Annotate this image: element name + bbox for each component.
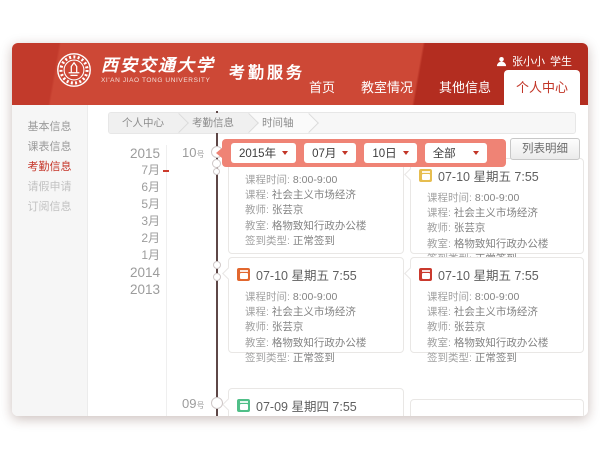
day-marker-10: 10号 <box>182 145 205 160</box>
chevron-down-icon <box>472 151 479 155</box>
user-name: 张小小 <box>512 56 545 68</box>
app-header: 西安交通大学 XI'AN JIAO TONG UNIVERSITY 考勤服务 张… <box>12 43 588 105</box>
card-detail: 教室: 格物致知行政办公楼 <box>427 237 549 250</box>
attendance-type-icon <box>419 268 432 281</box>
type-dropdown[interactable]: 全部 <box>424 143 487 163</box>
sidebar: 基本信息 课表信息 考勤信息 请假申请 订阅信息 <box>12 105 88 416</box>
attendance-type-icon <box>237 268 250 281</box>
card-detail: 教师: 张芸京 <box>427 321 486 334</box>
person-icon <box>496 56 507 66</box>
brand: 西安交通大学 XI'AN JIAO TONG UNIVERSITY 考勤服务 <box>56 52 305 88</box>
timeline-month-jun[interactable]: 6月 <box>141 180 160 194</box>
chevron-down-icon <box>342 151 349 155</box>
card-detail: 课程时间: 8:00-9:00 <box>245 174 338 186</box>
app-window: 西安交通大学 XI'AN JIAO TONG UNIVERSITY 考勤服务 张… <box>12 43 588 416</box>
attendance-card[interactable]: 07-10 星期五 7:55 课程时间: 8:00-9:00 课程: 社会主义市场经… <box>404 257 584 364</box>
card-detail: 教师: 张芸京 <box>427 222 486 235</box>
timeline-month-jan[interactable]: 1月 <box>141 248 160 262</box>
timeline-node <box>213 273 221 281</box>
user-info[interactable]: 张小小 学生 <box>496 53 572 69</box>
card-detail: 课程: 社会主义市场经济 <box>245 306 356 319</box>
chevron-down-icon <box>282 151 289 155</box>
attendance-card[interactable]: 课程时间: 8:00-9:00 课程: 社会主义市场经济 教师: 张芸京 教室: 格物致… <box>228 158 404 254</box>
day-marker-09: 09号 <box>182 396 205 411</box>
year-dropdown[interactable]: 2015年 <box>231 143 297 163</box>
timeline-node <box>211 397 223 409</box>
university-name-cn: 西安交通大学 <box>101 55 215 76</box>
filter-bar: 2015年 07月 10日 全部 <box>216 139 506 167</box>
attendance-type-icon <box>237 399 250 412</box>
timeline-node <box>212 159 221 168</box>
card-detail: 教室: 格物致知行政办公楼 <box>427 336 549 349</box>
attendance-card[interactable] <box>410 399 584 416</box>
attendance-card[interactable]: 07-10 星期五 7:55 课程时间: 8:00-9:00 课程: 社会主义市场经… <box>404 158 584 265</box>
active-month-tick <box>163 170 169 172</box>
card-detail: 课程: 社会主义市场经济 <box>427 306 538 319</box>
card-title: 07-10 星期五 7:55 <box>411 258 583 286</box>
timeline-year-2013[interactable]: 2013 <box>129 282 160 297</box>
sidebar-item-leave-request[interactable]: 请假申请 <box>27 181 72 193</box>
nav-item-home[interactable]: 首页 <box>308 80 335 95</box>
card-title: 07-10 星期五 7:55 <box>411 159 583 187</box>
attendance-card[interactable]: 07-10 星期五 7:55 课程时间: 8:00-9:00 课程: 社会主义市场经… <box>222 257 404 364</box>
breadcrumb-timeline[interactable]: 时间轴 <box>249 113 309 133</box>
card-title: 07-09 星期四 7:55 <box>229 389 403 416</box>
card-detail: 教师: 张芸京 <box>245 321 304 334</box>
card-detail: 课程时间: 8:00-9:00 <box>245 291 338 303</box>
timeline-node <box>213 168 220 175</box>
timeline-divider <box>166 145 167 416</box>
timeline-year-2014[interactable]: 2014 <box>129 265 160 280</box>
card-detail: 课程: 社会主义市场经济 <box>427 207 538 220</box>
card-title: 07-10 星期五 7:55 <box>229 258 403 286</box>
timeline-month-mar[interactable]: 3月 <box>141 214 160 228</box>
timeline-month-jul[interactable]: 7月 <box>88 162 169 179</box>
month-dropdown[interactable]: 07月 <box>304 143 357 163</box>
attendance-card[interactable]: 07-09 星期四 7:55 <box>222 388 404 416</box>
sidebar-item-attendance-info[interactable]: 考勤信息 <box>27 161 72 173</box>
sidebar-item-basic-info[interactable]: 基本信息 <box>27 121 72 133</box>
sidebar-item-subscription-info[interactable]: 订阅信息 <box>27 201 72 213</box>
university-name: 西安交通大学 XI'AN JIAO TONG UNIVERSITY <box>101 55 215 84</box>
card-detail: 课程: 社会主义市场经济 <box>245 189 356 202</box>
card-detail: 课程时间: 8:00-9:00 <box>427 291 520 303</box>
university-name-en: XI'AN JIAO TONG UNIVERSITY <box>101 76 211 84</box>
sidebar-item-schedule-info[interactable]: 课表信息 <box>27 141 72 153</box>
user-role: 学生 <box>550 56 572 68</box>
university-logo-icon <box>57 53 91 87</box>
nav-item-personal-center[interactable]: 个人中心 <box>503 70 580 105</box>
timeline-year-2015[interactable]: 2015 <box>129 146 160 161</box>
breadcrumb: 个人中心 考勤信息 时间轴 <box>108 112 576 134</box>
list-detail-button[interactable]: 列表明细 <box>510 138 580 160</box>
card-detail: 教室: 格物致知行政办公楼 <box>245 219 367 232</box>
nav-item-other[interactable]: 其他信息 <box>438 80 491 95</box>
main-nav: 首页 教室情况 其他信息 个人中心 <box>296 70 580 105</box>
card-detail: 签到类型:正常签到 <box>427 351 517 364</box>
main-content: 个人中心 考勤信息 时间轴 2015 7月 6月 5月 3月 2月 1月 201… <box>88 105 588 416</box>
card-detail: 签到类型:正常签到 <box>245 234 335 247</box>
chevron-down-icon <box>402 151 409 155</box>
timeline-node <box>213 261 221 269</box>
attendance-type-icon <box>419 169 432 182</box>
timeline-month-feb[interactable]: 2月 <box>141 231 160 245</box>
card-detail: 教师: 张芸京 <box>245 204 304 217</box>
card-detail: 教室: 格物致知行政办公楼 <box>245 336 367 349</box>
breadcrumb-personal-center[interactable]: 个人中心 <box>109 113 179 133</box>
timeline-year-month-list: 2015 7月 6月 5月 3月 2月 1月 2014 2013 <box>88 145 169 298</box>
card-detail: 课程时间: 8:00-9:00 <box>427 192 520 204</box>
day-dropdown[interactable]: 10日 <box>364 143 417 163</box>
app-title: 考勤服务 <box>229 65 306 82</box>
card-detail: 签到类型:正常签到 <box>245 351 335 364</box>
timeline-month-may[interactable]: 5月 <box>141 197 160 211</box>
nav-item-classroom[interactable]: 教室情况 <box>360 80 413 95</box>
breadcrumb-attendance-info[interactable]: 考勤信息 <box>179 113 249 133</box>
